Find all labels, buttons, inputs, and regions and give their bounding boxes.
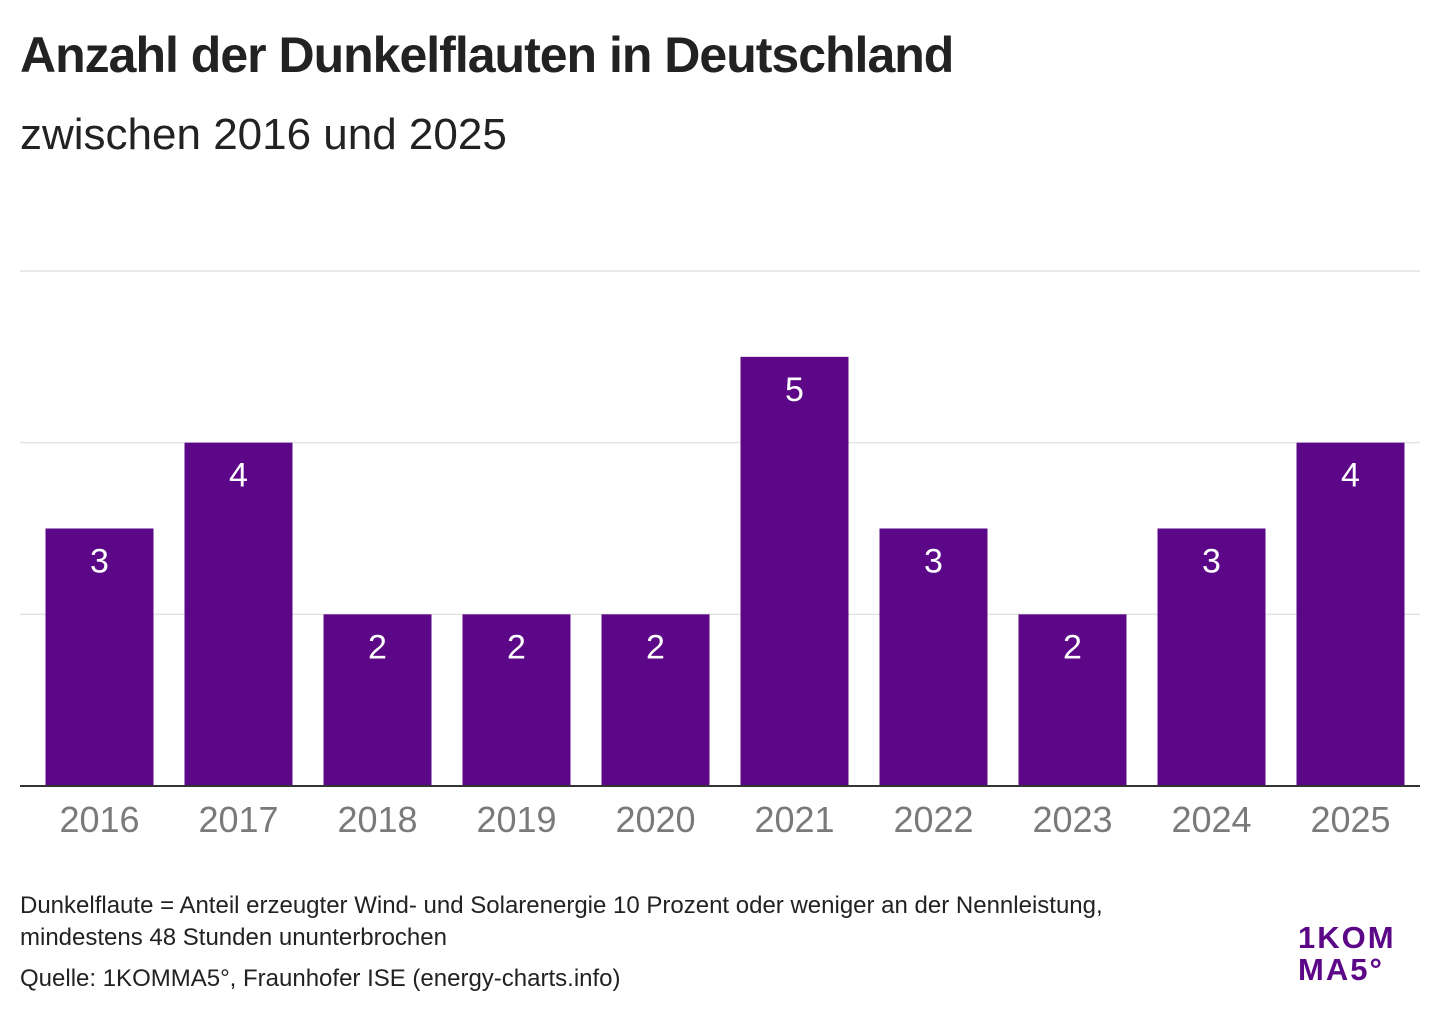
bar: [1296, 442, 1405, 786]
data-label: 4: [229, 457, 248, 495]
bar: [462, 614, 571, 786]
bar: [45, 528, 154, 786]
x-tick-label: 2020: [615, 799, 695, 840]
data-label: 3: [90, 543, 109, 581]
data-label: 3: [1202, 543, 1221, 581]
x-tick-label: 2017: [198, 799, 278, 840]
data-label: 2: [507, 628, 526, 666]
bar: [879, 528, 988, 786]
x-tick-label: 2022: [893, 799, 973, 840]
x-tick-label: 2018: [337, 799, 417, 840]
x-tick-label: 2016: [59, 799, 139, 840]
data-label: 4: [1341, 457, 1360, 495]
chart-title: Anzahl der Dunkelflauten in Deutschland: [20, 27, 954, 83]
data-label: 5: [785, 371, 804, 409]
bar: [740, 356, 849, 786]
x-tick-label: 2024: [1171, 799, 1251, 840]
x-tick-label: 2019: [476, 799, 556, 840]
definition-note-line1: Dunkelflaute = Anteil erzeugter Wind- un…: [20, 892, 1103, 919]
data-label: 3: [924, 543, 943, 581]
data-label: 2: [646, 628, 665, 666]
definition-note-line2: mindestens 48 Stunden ununterbrochen: [20, 924, 447, 951]
source-note: Quelle: 1KOMMA5°, Fraunhofer ISE (energy…: [20, 965, 621, 992]
bar-chart: 3 2016 4 2017 2 2018 2 2019 2 2020 5 2021 3 2022 2 2023…: [20, 270, 1420, 840]
x-tick-label: 2025: [1310, 799, 1390, 840]
bar: [323, 614, 432, 786]
x-tick-label: 2023: [1032, 799, 1112, 840]
logo-line1: 1KOM: [1298, 920, 1396, 955]
brand-logo: 1KOM MA5°: [1298, 922, 1396, 986]
bar: [184, 442, 293, 786]
data-label: 2: [368, 628, 387, 666]
bar: [1157, 528, 1266, 786]
bar: [1018, 614, 1127, 786]
logo-line2: MA5°: [1298, 952, 1384, 987]
chart-subtitle: zwischen 2016 und 2025: [20, 110, 507, 159]
x-tick-label: 2021: [754, 799, 834, 840]
bar: [601, 614, 710, 786]
data-label: 2: [1063, 628, 1082, 666]
